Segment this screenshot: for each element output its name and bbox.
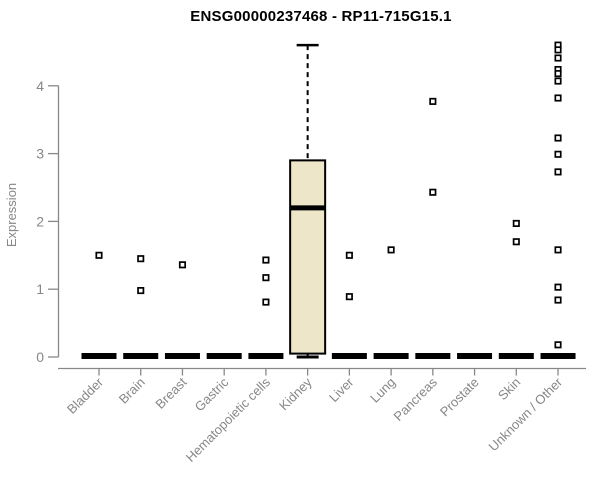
outlier-point	[95, 251, 103, 259]
outlier-point	[554, 70, 562, 78]
box	[289, 159, 327, 355]
outlier-point	[554, 54, 562, 62]
x-tick-label: Pancreas	[391, 374, 441, 424]
outlier-point	[262, 256, 270, 264]
chart-title: ENSG00000237468 - RP11-715G15.1	[190, 8, 452, 25]
x-tick-label: Liver	[326, 374, 357, 405]
x-tick-label: Unknown / Other	[486, 374, 566, 454]
outlier-point	[554, 150, 562, 158]
x-tick-label: Gastric	[192, 374, 232, 414]
y-tick-label: 2	[36, 213, 44, 229]
y-tick-label: 0	[36, 349, 44, 365]
outlier-point	[262, 298, 270, 306]
x-tick-label: Breast	[152, 374, 189, 411]
y-tick-label: 3	[36, 146, 44, 162]
outlier-point	[429, 97, 437, 105]
outlier-point	[554, 341, 562, 349]
x-tick-label: Bladder	[64, 374, 107, 417]
outlier-point	[262, 274, 270, 282]
outlier-point	[554, 94, 562, 102]
x-tick-label: Skin	[495, 375, 523, 403]
outlier-point	[554, 296, 562, 304]
outlier-point	[429, 188, 437, 196]
outlier-point	[554, 77, 562, 85]
outlier-point	[512, 219, 520, 227]
outlier-point	[554, 283, 562, 291]
x-tick-label: Prostate	[437, 375, 482, 420]
outlier-point	[554, 46, 562, 54]
outlier-point	[178, 261, 187, 269]
outlier-point	[554, 246, 562, 254]
x-tick-label: Brain	[116, 375, 148, 407]
outlier-point	[387, 246, 395, 254]
outlier-point	[345, 251, 353, 259]
y-tick-label: 4	[36, 78, 44, 94]
outlier-point	[345, 293, 353, 301]
y-tick-label: 1	[36, 281, 44, 297]
outlier-point	[512, 238, 520, 246]
x-tick-label: Kidney	[276, 374, 315, 413]
outlier-point	[137, 255, 145, 263]
outlier-point	[137, 287, 145, 295]
x-tick-label: Lung	[367, 375, 398, 406]
outlier-point	[554, 168, 562, 176]
outlier-point	[554, 134, 562, 142]
